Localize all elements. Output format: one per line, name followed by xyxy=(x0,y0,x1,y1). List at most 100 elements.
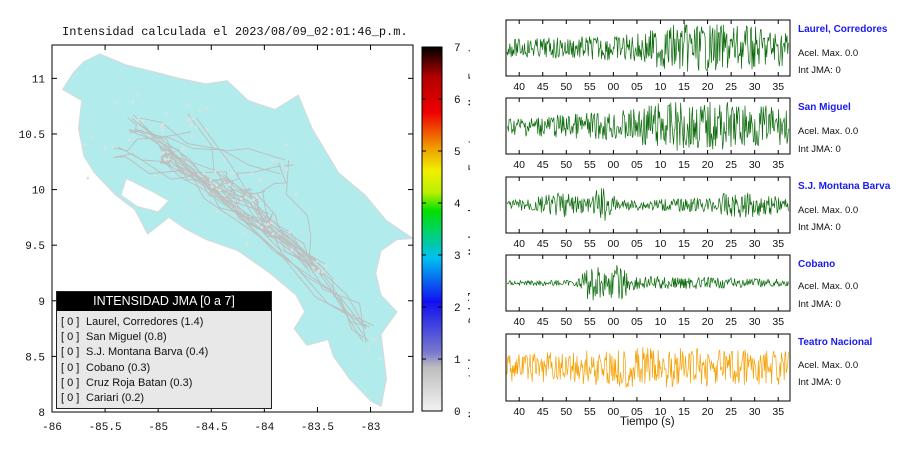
trace-tick-label: 10 xyxy=(655,316,667,328)
legend-row: [ 0 ] Cariari (0.2) xyxy=(57,391,271,406)
station-name: Laurel, Corredores xyxy=(798,24,888,35)
legend-row: [ 0 ] Cruz Roja Batan (0.3) xyxy=(57,376,271,391)
map-border xyxy=(51,44,414,413)
y-tick-label: 10 xyxy=(32,186,45,198)
trace-tick-label: 30 xyxy=(749,159,761,171)
legend-level: [ 0 ] xyxy=(61,361,80,374)
waveform-trace xyxy=(506,188,789,221)
station-dot xyxy=(192,117,195,121)
trace-tick-label: 15 xyxy=(678,406,690,418)
colorbar-tick-label: 3 xyxy=(454,251,461,263)
road-line xyxy=(114,153,253,193)
station-dot xyxy=(162,151,166,154)
station-accel: Acel. Max. 0.0 xyxy=(798,48,859,59)
road-line xyxy=(267,220,367,344)
station-dot xyxy=(160,124,163,128)
legend-level: [ 0 ] xyxy=(61,331,80,344)
x-tick-label: -83.5 xyxy=(301,422,334,434)
x-tick-label: -84 xyxy=(254,422,274,434)
road-line xyxy=(128,129,281,175)
trace-tick-label: 20 xyxy=(702,406,714,418)
trace-tick-label: 35 xyxy=(772,159,784,171)
station-dot xyxy=(271,232,275,236)
station-dot xyxy=(141,119,144,123)
station-dot xyxy=(215,209,219,213)
trace-tick-label: 35 xyxy=(772,81,784,93)
trace-tick-label: 50 xyxy=(560,81,572,93)
station-dot xyxy=(164,158,167,162)
station-dot xyxy=(189,124,193,127)
trace-tick-label: 25 xyxy=(725,406,737,418)
station-dot xyxy=(89,135,93,139)
trace-tick-label: 50 xyxy=(560,406,572,418)
trace-tick-label: 25 xyxy=(725,81,737,93)
trace-tick-label: 15 xyxy=(678,238,690,250)
time-axis-label: Tiempo (s) xyxy=(620,416,675,428)
station-accel: Acel. Max. 0.0 xyxy=(798,360,859,371)
road-line xyxy=(128,129,320,263)
legend-station: Cariari (0.2) xyxy=(86,391,145,404)
road-line xyxy=(168,150,258,194)
trace-tick-label: 40 xyxy=(513,159,525,171)
x-tick-label: -83 xyxy=(361,422,381,434)
station-dot xyxy=(154,174,157,178)
x-tick-label: -84.5 xyxy=(195,422,228,434)
colorbar-tick-label: 0 xyxy=(454,407,461,419)
trace-tick-label: 45 xyxy=(537,238,549,250)
legend-station: S.J. Montana Barva (0.4) xyxy=(86,346,209,359)
station-dot xyxy=(315,260,319,263)
station-dot xyxy=(161,128,164,132)
trace-tick-label: 25 xyxy=(725,159,737,171)
intensity-legend: INTENSIDAD JMA [0 a 7] [ 0 ] Laurel, Corr… xyxy=(56,291,272,409)
station-dot xyxy=(209,178,212,182)
road-line xyxy=(176,155,251,198)
station-dot xyxy=(190,198,193,202)
legend-level: [ 0 ] xyxy=(61,316,80,328)
station-dot xyxy=(210,185,214,189)
x-tick-label: -85 xyxy=(148,422,168,434)
station-dot xyxy=(86,176,90,180)
legend-row: [ 0 ] Cobano (0.3) xyxy=(57,361,271,376)
trace-tick-label: 05 xyxy=(631,316,643,328)
trace-tick-label: 00 xyxy=(608,81,620,93)
road-line xyxy=(248,162,287,196)
trace-tick-label: 15 xyxy=(678,316,690,328)
trace-tick-label: 05 xyxy=(631,159,643,171)
trace-tick-label: 20 xyxy=(702,159,714,171)
station-dot xyxy=(198,109,202,112)
station-jma: Int JMA: 0 xyxy=(798,144,841,155)
station-dot xyxy=(374,339,378,342)
road-line xyxy=(160,147,175,167)
station-dot xyxy=(290,248,294,252)
legend-station: Laurel, Corredores (1.4) xyxy=(86,316,204,328)
trace-tick-label: 05 xyxy=(631,81,643,93)
station-dot xyxy=(213,170,217,173)
road-line xyxy=(111,131,191,152)
legend-station: Cobano (0.3) xyxy=(86,361,151,374)
gulf-of-nicoya xyxy=(120,177,170,213)
road-line xyxy=(145,128,322,275)
map-title: Intensidad calculada el 2023/08/09_02:01… xyxy=(62,25,408,39)
x-tick-label: -85.5 xyxy=(89,422,122,434)
road-line xyxy=(132,114,363,342)
station-dot xyxy=(231,172,235,176)
station-dot xyxy=(252,198,255,202)
station-jma: Int JMA: 0 xyxy=(798,299,841,310)
station-dot xyxy=(136,94,139,98)
station-jma: Int JMA: 0 xyxy=(798,377,841,388)
trace-tick-label: 30 xyxy=(749,316,761,328)
trace-tick-label: 45 xyxy=(537,81,549,93)
waveform-trace xyxy=(506,101,789,151)
station-accel: Acel. Max. 0.0 xyxy=(798,126,859,137)
station-dot xyxy=(164,112,168,115)
intensity-colorbar xyxy=(421,46,443,412)
station-jma: Int JMA: 0 xyxy=(798,65,841,76)
trace-tick-label: 05 xyxy=(631,406,643,418)
waveform-trace xyxy=(506,265,789,301)
station-dot xyxy=(317,269,321,273)
station-dot xyxy=(371,337,375,341)
station-dot xyxy=(114,100,118,104)
intensity-map-panel: Intensidad calculada el 2023/08/09_02:01… xyxy=(19,25,480,434)
trace-tick-label: 00 xyxy=(608,238,620,250)
road-line xyxy=(268,229,326,270)
